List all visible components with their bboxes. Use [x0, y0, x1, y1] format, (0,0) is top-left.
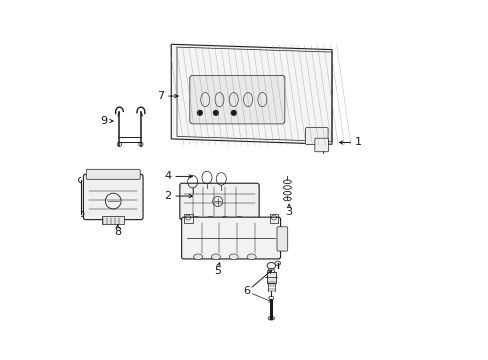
Text: 2: 2 [164, 191, 171, 201]
Bar [269, 214, 278, 223]
Text: 5: 5 [214, 266, 221, 276]
Ellipse shape [267, 316, 274, 320]
Ellipse shape [266, 262, 275, 269]
Text: 8: 8 [114, 227, 121, 237]
Text: 3: 3 [285, 207, 292, 217]
Circle shape [230, 110, 236, 116]
FancyBboxPatch shape [86, 169, 140, 179]
Bar [102, 216, 124, 224]
FancyBboxPatch shape [180, 183, 259, 220]
Circle shape [197, 110, 203, 116]
FancyBboxPatch shape [189, 75, 285, 124]
Ellipse shape [274, 261, 280, 265]
FancyBboxPatch shape [83, 174, 143, 220]
Ellipse shape [246, 254, 256, 260]
FancyBboxPatch shape [314, 138, 328, 152]
Text: 1: 1 [355, 138, 362, 148]
Ellipse shape [221, 216, 228, 222]
Ellipse shape [267, 269, 274, 274]
Ellipse shape [235, 216, 243, 222]
Text: 7: 7 [157, 91, 164, 101]
Ellipse shape [193, 254, 202, 260]
Ellipse shape [192, 216, 200, 222]
FancyBboxPatch shape [181, 217, 280, 259]
FancyBboxPatch shape [276, 227, 287, 251]
Text: 9: 9 [100, 116, 107, 126]
Polygon shape [171, 44, 331, 144]
Ellipse shape [211, 254, 220, 260]
Text: 6: 6 [242, 286, 249, 296]
Ellipse shape [206, 216, 214, 222]
Bar [266, 272, 275, 283]
Bar [183, 214, 192, 223]
Text: 4: 4 [164, 171, 171, 181]
Circle shape [213, 110, 218, 116]
Ellipse shape [229, 254, 238, 260]
FancyBboxPatch shape [305, 127, 327, 145]
